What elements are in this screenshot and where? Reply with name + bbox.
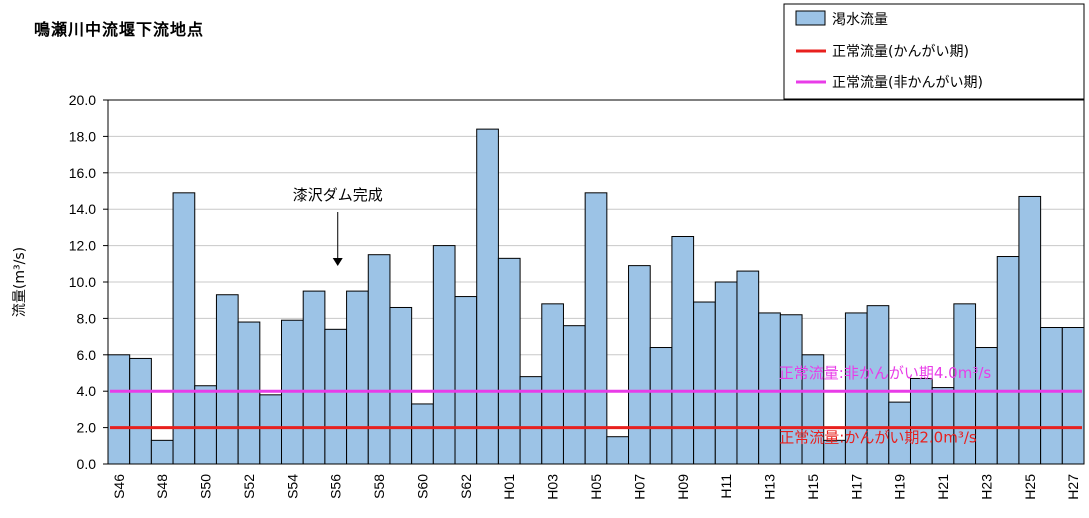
bar	[389, 306, 413, 465]
chart-title: 鳴瀬川中流堰下流地点	[34, 20, 205, 39]
bar	[736, 270, 760, 465]
x-tick-label: S48	[154, 474, 170, 499]
y-tick-label: 8.0	[77, 310, 97, 326]
x-tick-label: H17	[848, 474, 864, 500]
x-tick-label: S58	[371, 474, 387, 499]
x-tick-label: S62	[458, 474, 474, 499]
y-tick-label: 14.0	[69, 201, 96, 217]
y-tick-label: 18.0	[69, 128, 96, 144]
x-tick-label: H23	[978, 474, 994, 500]
x-tick-label: S56	[328, 474, 344, 499]
bar	[996, 256, 1020, 465]
x-tick-label: H25	[1022, 474, 1038, 500]
bar	[302, 290, 326, 465]
reference-label-irrigation: 正常流量:かんがい期2.0m³/s	[779, 429, 977, 447]
bar	[649, 347, 673, 465]
bar	[129, 357, 152, 465]
legend-box	[783, 3, 1085, 100]
bar	[476, 128, 499, 465]
x-tick-label: H07	[631, 474, 647, 500]
x-tick-label: H13	[762, 474, 778, 500]
x-tick-label: H15	[805, 474, 821, 500]
legend-swatch-bar	[795, 10, 826, 26]
legend: 渇水流量 正常流量(かんがい期) 正常流量(非かんがい期)	[783, 3, 1085, 100]
bar	[562, 325, 586, 465]
bar	[237, 321, 261, 465]
y-tick-label: 20.0	[69, 92, 96, 108]
y-tick-label: 10.0	[69, 274, 96, 290]
x-tick-label: H09	[675, 474, 691, 500]
x-tick-label: S46	[111, 474, 127, 499]
bar	[150, 439, 174, 465]
x-tick-label: H11	[718, 474, 734, 499]
bar	[628, 265, 651, 465]
y-tick-label: 4.0	[77, 383, 97, 399]
bar	[324, 328, 348, 465]
x-tick-label: H01	[501, 474, 517, 500]
bar	[497, 257, 521, 465]
x-tick-label: H19	[892, 474, 908, 500]
bar	[454, 296, 478, 465]
bar	[693, 301, 716, 465]
bar	[931, 387, 955, 465]
reference-lines	[110, 389, 1082, 430]
x-tick-label: S60	[414, 474, 430, 499]
bar	[671, 236, 695, 465]
x-tick-label: S54	[284, 474, 300, 499]
y-tick-label: 2.0	[77, 420, 97, 436]
x-tick-label: S52	[241, 474, 257, 499]
bar	[541, 303, 564, 465]
x-tick-label: H05	[588, 474, 604, 500]
bar	[367, 254, 391, 465]
legend-label-nonirrigation: 正常流量(非かんがい期)	[832, 75, 983, 91]
bar	[1040, 327, 1063, 465]
reference-label-nonirrigation: 正常流量:非かんがい期4.0m³/s	[779, 364, 992, 382]
y-tick-label: 16.0	[69, 165, 96, 181]
y-axis-label: 流量(m³/s)	[12, 247, 28, 317]
bar	[1018, 195, 1042, 465]
x-tick-label: S50	[198, 474, 214, 499]
x-tick-label: H21	[935, 474, 951, 500]
x-tick-label: H03	[545, 474, 561, 500]
bar	[606, 436, 630, 465]
bar	[1061, 327, 1085, 465]
bar	[194, 385, 217, 465]
x-axis-ticks: S46 S48 S50 S52 S54 S56 S58 S60 S62 H01 H03 H05 H07 H…	[111, 474, 1081, 500]
annotation-arrow-head	[332, 258, 343, 266]
y-axis-ticks: 0.0 2.0 4.0 6.0 8.0 10.0 12.0 14.0 16.0 18.0 20.0	[69, 92, 108, 472]
annotation-text: 漆沢ダム完成	[293, 186, 383, 204]
bar	[215, 294, 239, 465]
legend-label-bar: 渇水流量	[832, 12, 888, 28]
y-tick-label: 12.0	[69, 238, 96, 254]
y-tick-label: 6.0	[77, 347, 97, 363]
bar	[107, 354, 131, 465]
bar	[758, 312, 781, 465]
x-tick-label: H27	[1065, 474, 1081, 500]
bar	[432, 245, 456, 465]
bar	[584, 192, 608, 465]
bar	[411, 403, 434, 465]
bar	[259, 394, 283, 465]
bar	[714, 281, 738, 465]
y-tick-label: 0.0	[77, 456, 97, 472]
bar	[346, 290, 369, 465]
legend-label-irrigation: 正常流量(かんがい期)	[832, 44, 969, 60]
bar	[172, 192, 196, 465]
